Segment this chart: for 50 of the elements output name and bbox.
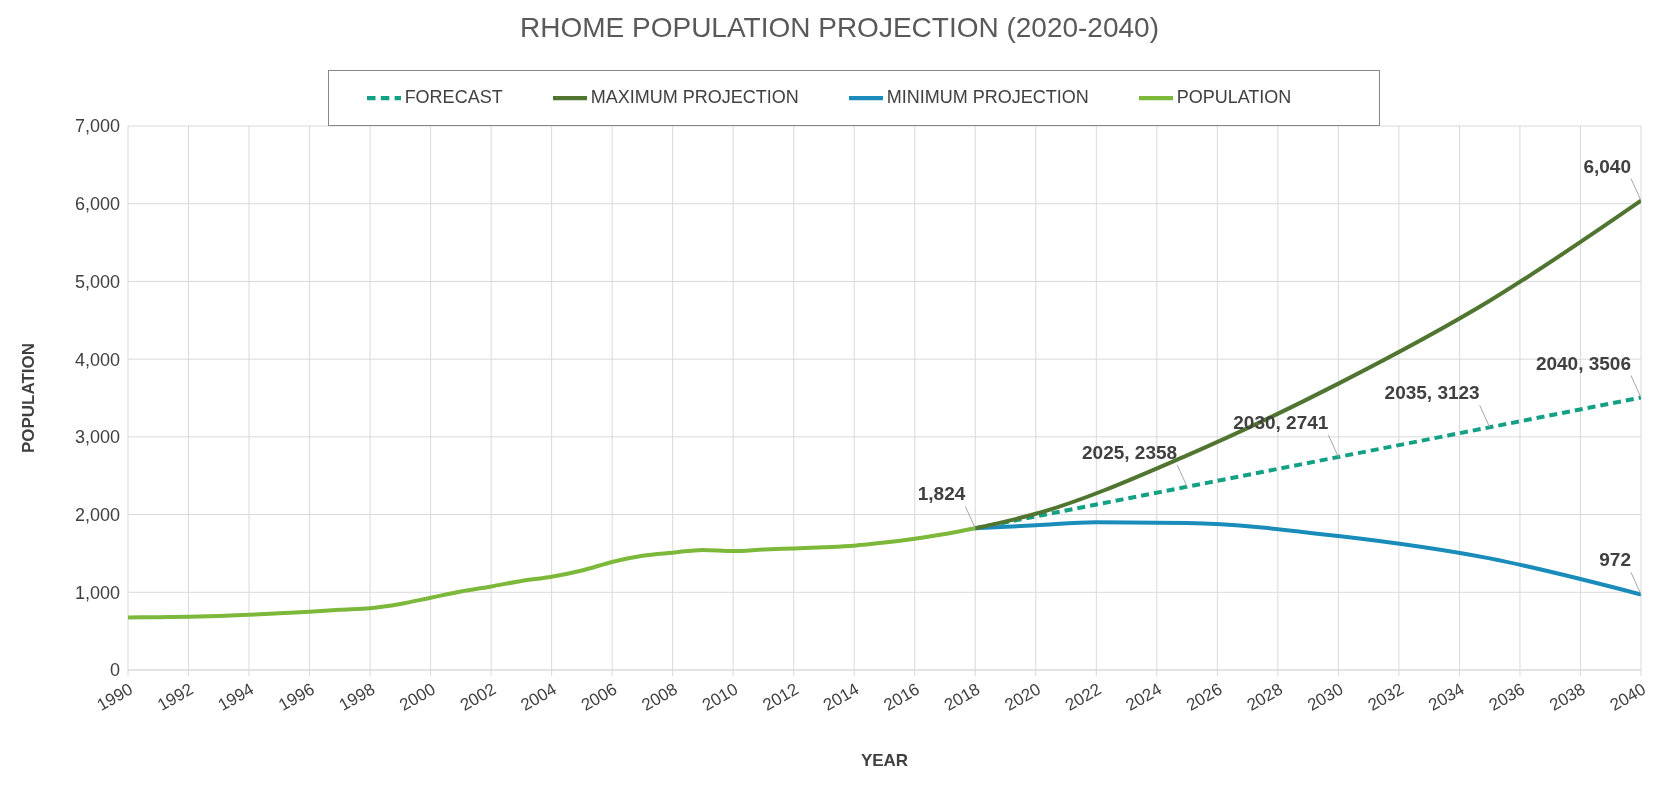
line-series xyxy=(973,198,1641,531)
chart-title: RHOME POPULATION PROJECTION (2020-2040) xyxy=(519,11,1160,45)
x-tick-label: 2018 xyxy=(941,679,984,715)
x-tick-label: 2040 xyxy=(1606,679,1650,715)
x-tick-label: 2032 xyxy=(1364,679,1407,715)
x-tick-label: 2026 xyxy=(1183,679,1226,715)
x-tick-label: 2038 xyxy=(1546,679,1589,715)
x-tick-label: 2008 xyxy=(638,679,681,715)
y-tick-label: 4,000 xyxy=(74,349,120,370)
x-tick-label: 2004 xyxy=(517,679,560,715)
x-tick-label: 2034 xyxy=(1425,679,1468,715)
annotation: 2035, 3123 xyxy=(1384,382,1480,404)
y-tick-label: 5,000 xyxy=(74,271,120,292)
x-tick-label: 2028 xyxy=(1243,679,1286,715)
annotation: 2040, 3506 xyxy=(1535,352,1631,374)
y-tick-label: 7,000 xyxy=(74,116,120,137)
legend-label: POPULATION xyxy=(1176,86,1292,107)
x-tick-label: 2024 xyxy=(1122,679,1165,715)
x-tick-label: 2014 xyxy=(820,679,863,715)
y-tick-label: 6,000 xyxy=(74,194,120,215)
x-tick-label: 1994 xyxy=(214,679,258,715)
x-tick-label: 2036 xyxy=(1485,679,1528,715)
x-tick-label: 2012 xyxy=(759,679,802,715)
y-tick-label: 2,000 xyxy=(74,504,120,525)
y-tick-label: 0 xyxy=(109,660,120,681)
y-axis-title: POPULATION xyxy=(19,342,39,454)
legend-label: FORECAST xyxy=(404,86,503,107)
legend-label: MAXIMUM PROJECTION xyxy=(590,86,799,107)
x-tick-label: 2022 xyxy=(1062,679,1105,715)
x-tick-label: 1992 xyxy=(154,679,197,715)
x-tick-label: 2010 xyxy=(698,679,742,715)
legend-label: MINIMUM PROJECTION xyxy=(886,86,1089,107)
x-axis-title: YEAR xyxy=(860,751,909,770)
line-series xyxy=(128,526,978,620)
x-tick-label: 2002 xyxy=(456,679,500,715)
annotation: 1,824 xyxy=(917,483,966,505)
x-tick-label: 1990 xyxy=(93,679,137,715)
x-tick-label: 1998 xyxy=(335,679,379,715)
x-tick-label: 2016 xyxy=(880,679,923,715)
annotation: 2025, 2358 xyxy=(1082,441,1178,463)
annotation: 6,040 xyxy=(1583,155,1631,177)
annotation: 972 xyxy=(1599,549,1631,571)
y-tick-label: 1,000 xyxy=(74,582,120,603)
x-tick-label: 2006 xyxy=(577,679,621,715)
x-tick-label: 1996 xyxy=(275,679,318,715)
y-tick-label: 3,000 xyxy=(74,427,120,448)
x-tick-label: 2000 xyxy=(396,679,439,715)
x-tick-label: 2020 xyxy=(1001,679,1044,715)
x-tick-label: 2030 xyxy=(1304,679,1347,715)
line-series xyxy=(973,520,1641,597)
